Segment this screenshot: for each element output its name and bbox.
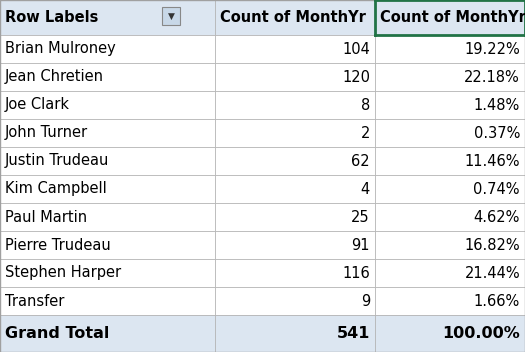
Text: 116: 116 bbox=[342, 265, 370, 281]
Text: 19.22%: 19.22% bbox=[464, 42, 520, 57]
Text: 21.44%: 21.44% bbox=[465, 265, 520, 281]
Bar bbox=[375, 35, 525, 63]
Bar bbox=[162, 7, 180, 25]
Text: 120: 120 bbox=[342, 69, 370, 84]
Bar bbox=[215, 63, 375, 91]
Bar bbox=[375, 287, 525, 315]
Bar bbox=[375, 0, 525, 35]
Text: 4.62%: 4.62% bbox=[474, 209, 520, 225]
Text: 2: 2 bbox=[361, 126, 370, 140]
Text: 11.46%: 11.46% bbox=[465, 153, 520, 169]
Text: 541: 541 bbox=[337, 326, 370, 341]
Bar bbox=[375, 119, 525, 147]
Text: 25: 25 bbox=[351, 209, 370, 225]
Bar bbox=[0, 315, 215, 352]
Text: Transfer: Transfer bbox=[5, 294, 65, 308]
Text: 100.00%: 100.00% bbox=[442, 326, 520, 341]
Bar bbox=[215, 203, 375, 231]
Text: 1.48%: 1.48% bbox=[474, 98, 520, 113]
Bar bbox=[0, 287, 215, 315]
Bar bbox=[215, 175, 375, 203]
Text: 0.74%: 0.74% bbox=[474, 182, 520, 196]
Bar bbox=[215, 147, 375, 175]
Text: Paul Martin: Paul Martin bbox=[5, 209, 87, 225]
Bar bbox=[215, 231, 375, 259]
Text: Pierre Trudeau: Pierre Trudeau bbox=[5, 238, 111, 252]
Bar bbox=[0, 203, 215, 231]
Bar bbox=[375, 175, 525, 203]
Bar bbox=[215, 259, 375, 287]
Text: Brian Mulroney: Brian Mulroney bbox=[5, 42, 116, 57]
Text: Joe Clark: Joe Clark bbox=[5, 98, 70, 113]
Bar bbox=[0, 231, 215, 259]
Text: 16.82%: 16.82% bbox=[465, 238, 520, 252]
Bar bbox=[375, 231, 525, 259]
Bar bbox=[0, 259, 215, 287]
Bar bbox=[375, 91, 525, 119]
Text: 22.18%: 22.18% bbox=[464, 69, 520, 84]
Text: Row Labels: Row Labels bbox=[5, 10, 98, 25]
Bar bbox=[375, 147, 525, 175]
Bar bbox=[375, 63, 525, 91]
Text: John Turner: John Turner bbox=[5, 126, 88, 140]
Text: 9: 9 bbox=[361, 294, 370, 308]
Bar bbox=[215, 35, 375, 63]
Bar bbox=[0, 147, 215, 175]
Bar bbox=[215, 0, 375, 35]
Text: Kim Campbell: Kim Campbell bbox=[5, 182, 107, 196]
Text: Count of MonthYr2: Count of MonthYr2 bbox=[380, 10, 525, 25]
Text: 0.37%: 0.37% bbox=[474, 126, 520, 140]
Text: ▼: ▼ bbox=[167, 12, 174, 20]
Text: Grand Total: Grand Total bbox=[5, 326, 109, 341]
Bar bbox=[375, 315, 525, 352]
Text: Justin Trudeau: Justin Trudeau bbox=[5, 153, 109, 169]
Bar bbox=[215, 315, 375, 352]
Bar bbox=[0, 119, 215, 147]
Bar bbox=[0, 91, 215, 119]
Text: 4: 4 bbox=[361, 182, 370, 196]
Bar bbox=[0, 35, 215, 63]
Bar bbox=[0, 175, 215, 203]
Bar bbox=[0, 0, 215, 35]
Bar bbox=[215, 119, 375, 147]
Bar bbox=[215, 91, 375, 119]
Text: 104: 104 bbox=[342, 42, 370, 57]
Text: 91: 91 bbox=[352, 238, 370, 252]
Text: 8: 8 bbox=[361, 98, 370, 113]
Bar bbox=[375, 259, 525, 287]
Bar bbox=[0, 63, 215, 91]
Text: 1.66%: 1.66% bbox=[474, 294, 520, 308]
Text: Stephen Harper: Stephen Harper bbox=[5, 265, 121, 281]
Text: Jean Chretien: Jean Chretien bbox=[5, 69, 104, 84]
Bar bbox=[215, 287, 375, 315]
Text: Count of MonthYr: Count of MonthYr bbox=[220, 10, 366, 25]
Text: 62: 62 bbox=[351, 153, 370, 169]
Bar bbox=[375, 203, 525, 231]
